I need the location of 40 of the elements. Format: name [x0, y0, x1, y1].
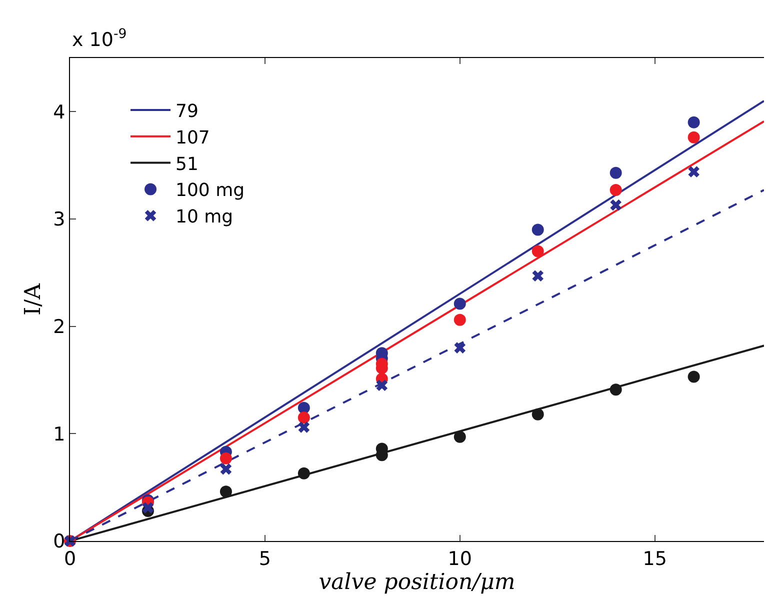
- point: [532, 408, 544, 420]
- point: [298, 422, 310, 433]
- point: [688, 166, 700, 178]
- point: [454, 430, 466, 443]
- point: [376, 380, 388, 392]
- point: [220, 486, 232, 498]
- y-tick-label: 0: [53, 530, 66, 553]
- point: [532, 270, 544, 282]
- y-axis-title: I/A: [20, 282, 46, 316]
- y-tick-label: 2: [53, 316, 66, 338]
- point: [688, 131, 700, 144]
- point: [688, 370, 700, 383]
- point: [610, 384, 622, 396]
- point: [610, 166, 622, 179]
- point: [688, 116, 700, 128]
- legend-label: 79: [176, 101, 198, 122]
- legend-label: 107: [176, 127, 210, 148]
- point: [454, 342, 466, 354]
- point: [454, 314, 466, 326]
- point: [610, 184, 622, 196]
- x-tick-label: 5: [258, 548, 271, 570]
- point: [532, 224, 544, 236]
- point: [142, 502, 154, 514]
- x-axis-title: valve position/μm: [318, 570, 516, 595]
- x-tick-label: 10: [448, 548, 472, 570]
- point: [610, 199, 622, 211]
- y-tick-label: 3: [53, 208, 66, 231]
- legend-label: 100 mg: [176, 180, 245, 202]
- text: x 10$^{-9}$: [72, 27, 127, 51]
- legend-label: 51: [176, 154, 198, 175]
- point: [298, 412, 310, 424]
- y-tick-label: 4: [53, 101, 66, 124]
- point: [220, 452, 232, 464]
- legend-label: 10 mg: [176, 206, 234, 228]
- x-tick-label: 15: [642, 548, 667, 570]
- y-tick-label: 1: [53, 423, 66, 446]
- point: [220, 463, 232, 475]
- point: [298, 467, 310, 480]
- point: [454, 298, 466, 310]
- point: [532, 245, 544, 258]
